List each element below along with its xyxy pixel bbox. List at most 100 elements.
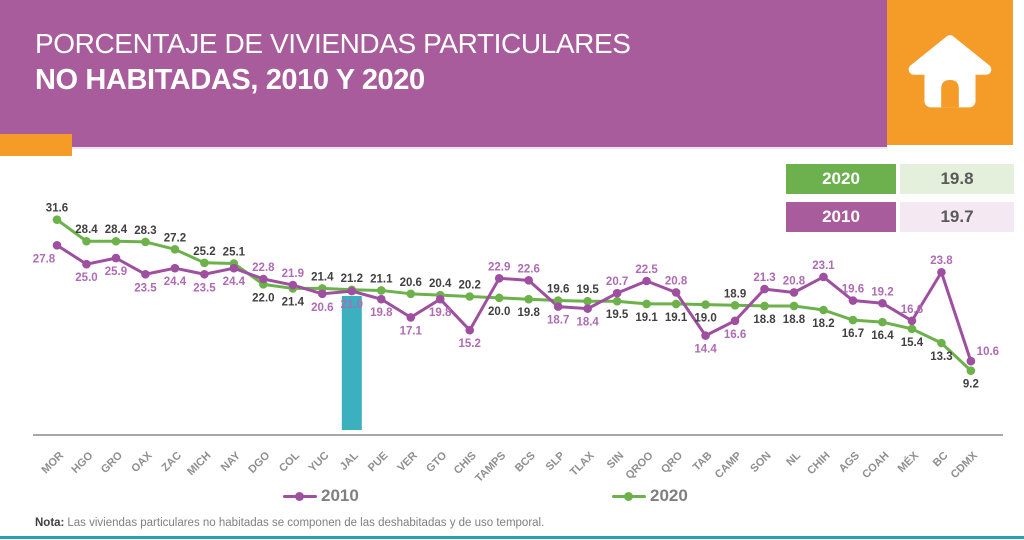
point-2010-GTO [435,294,445,304]
label-2020-BCS: 19.8 [517,307,540,319]
label-2010-BC: 23.8 [930,255,953,267]
point-2020-MOR [52,215,62,224]
label-2010-COAH: 19.2 [871,286,893,298]
x-tick-GTO: GTO [424,449,450,475]
legend-item-2010: 2010 [283,486,359,506]
point-2020-TAMPS [494,293,504,303]
point-2020-SLP [553,296,563,305]
point-2010-CHIS [465,325,475,335]
x-tick-SIN: SIN [605,450,626,471]
label-2020-NAY: 25.1 [223,246,246,258]
point-2020-TAB [701,300,710,309]
label-2020-COAH: 16.4 [871,330,894,342]
point-2020-CHIS [465,292,475,301]
label-2010-CDMX: 10.6 [977,346,999,358]
label-2020-YUC: 21.4 [311,271,334,283]
label-2010-AGS: 19.6 [842,284,864,296]
x-tick-GRO: GRO [99,449,126,476]
label-2010-PUE: 19.8 [370,307,393,319]
point-2020-BC [937,338,946,348]
summary-row-2010: 2010 19.7 [786,202,1014,232]
point-2020-CAMP [730,300,740,310]
summary-2020-value: 19.8 [900,164,1014,194]
label-2020-SON: 18.8 [753,314,776,326]
summary-2010-value: 19.7 [900,202,1014,232]
footnote-text: Las viviendas particulares no habitadas … [67,517,545,529]
label-2010-JAL: 21.0 [341,299,363,311]
point-2020-MÉX [907,324,917,334]
point-2020-PUE [376,286,386,295]
label-2010-SON: 21.3 [753,272,775,284]
label-2020-HGO: 28.4 [75,224,98,236]
line-2020 [56,218,972,372]
point-2020-TLAX [583,296,592,306]
label-2020-MICH: 25.2 [193,246,215,258]
label-2020-SLP: 19.6 [547,284,569,296]
label-2020-AGS: 16.7 [842,328,864,340]
x-tick-COAH: COAH [860,450,891,481]
label-2020-CHIH: 18.2 [812,318,834,330]
x-tick-TLAX: TLAX [568,449,597,478]
point-2010-MÉX [907,316,917,326]
label-2020-BC: 13.3 [930,351,952,363]
x-tick-AGS: AGS [837,450,862,475]
label-2010-ZAC: 24.4 [164,276,187,288]
x-tick-TAMPS: TAMPS [473,450,508,485]
label-2010-NAY: 24.4 [223,276,246,288]
label-2020-TLAX: 19.5 [576,284,599,296]
point-2010-SLP [553,302,563,311]
x-tick-PUE: PUE [366,450,390,474]
x-tick-MÉX: MÉX [895,448,922,475]
line-2010 [56,244,973,362]
label-2010-TAMPS: 22.9 [488,261,510,273]
label-2020-TAB: 19.0 [694,313,716,325]
point-2020-GRO [111,236,121,246]
label-2020-VER: 20.6 [400,277,422,289]
point-2010-JAL [347,286,357,296]
point-2020-MICH [200,258,209,268]
label-2020-SIN: 19.5 [606,309,629,321]
point-2020-QRO [671,299,681,309]
x-tick-BCS: BCS [513,450,538,475]
legend-marker-2010 [283,491,317,501]
point-2010-NAY [229,263,239,273]
label-2020-MÉX: 15.4 [901,337,924,349]
label-2010-QROO: 22.5 [635,264,658,276]
label-2020-CDMX: 9.2 [963,379,979,391]
x-tick-DGO: DGO [246,449,273,476]
footnote: Nota: Las viviendas particulares no habit… [35,517,544,529]
label-2010-CAMP: 16.6 [724,329,746,341]
label-2020-GRO: 28.4 [105,224,128,236]
label-2010-CHIH: 23.1 [812,260,835,272]
label-2020-ZAC: 27.2 [164,232,186,244]
footnote-label: Nota: [35,517,65,529]
label-2010-HGO: 25.0 [75,272,97,284]
label-2010-QRO: 20.8 [665,275,688,287]
label-2020-DGO: 22.0 [252,292,274,304]
x-tick-CDMX: CDMX [949,449,981,481]
point-2010-TAMPS [494,274,504,283]
label-2010-TAB: 14.4 [694,344,717,356]
x-tick-MOR: MOR [39,450,66,477]
label-2010-MÉX: 16.6 [901,304,923,316]
label-2010-OAX: 23.5 [134,282,157,294]
x-tick-NL: NL [784,449,803,468]
page-title-line2: NO HABITADAS, 2010 Y 2020 [35,64,425,96]
point-2020-AGS [848,315,858,325]
point-2020-CDMX [966,366,976,375]
label-2020-QROO: 19.1 [635,312,658,324]
summary-2010-label: 2010 [786,202,896,232]
page-title-line1: PORCENTAJE DE VIVIENDAS PARTICULARES [35,28,631,59]
highlight-bar-JAL [341,296,362,430]
point-2010-QROO [642,276,651,286]
legend-marker-2020 [612,491,646,501]
point-2010-COAH [878,298,887,308]
label-2020-GTO: 20.4 [429,278,452,290]
label-2010-COL: 21.9 [282,268,304,280]
point-2020-OAX [141,237,150,247]
label-2010-GRO: 25.9 [105,266,127,278]
label-2020-MOR: 31.6 [46,203,68,215]
label-2020-QRO: 19.1 [665,312,688,324]
